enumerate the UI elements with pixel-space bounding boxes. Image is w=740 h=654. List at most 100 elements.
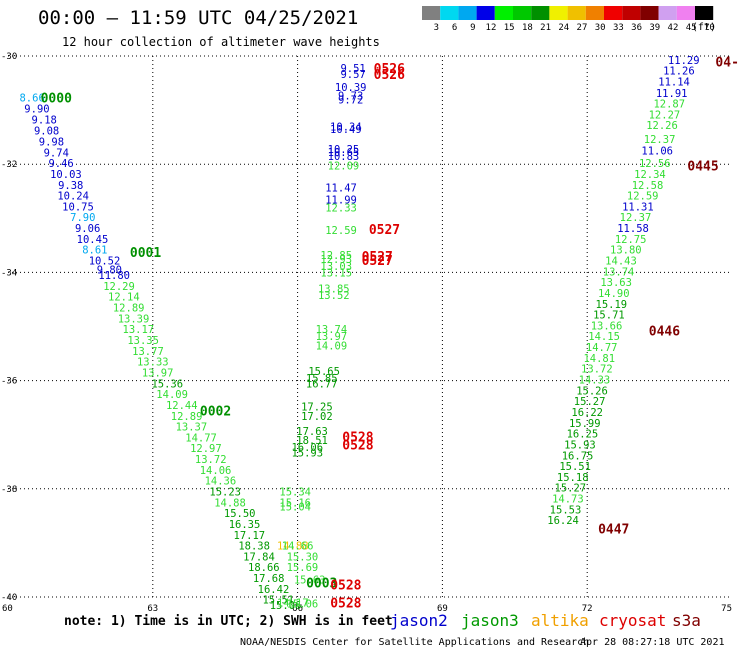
color-swatch-2 xyxy=(458,6,477,20)
wave-height-value: 10.34 xyxy=(330,121,362,133)
wave-height-value: 12.29 xyxy=(103,281,135,293)
wave-height-value: 13.97 xyxy=(142,367,174,379)
wave-height-value: 9.98 xyxy=(39,136,64,148)
grid-lines xyxy=(8,55,732,598)
color-scale-label: 24 xyxy=(558,23,569,33)
wave-height-value: 10.83 xyxy=(328,151,360,163)
legend-entry-jason3: jason3 xyxy=(461,611,519,630)
wave-height-value: 9.06 xyxy=(75,223,100,235)
color-scale-label: 15 xyxy=(504,23,515,33)
footer-note: note: 1) Time is in UTC; 2) SWH is in fe… xyxy=(64,614,393,629)
track-time-label: 0000 xyxy=(41,92,72,107)
track-time-label: 0528 xyxy=(330,596,361,611)
wave-height-value: 11.14 xyxy=(658,76,690,88)
wave-height-value: 7.90 xyxy=(70,212,95,224)
wave-height-value: 15.65 xyxy=(308,366,340,378)
wave-height-value: 14.77 xyxy=(586,342,618,354)
wave-height-value: 15.27 xyxy=(574,396,606,408)
wave-height-value: 9.57 xyxy=(340,69,365,81)
wave-height-value: 11.91 xyxy=(656,88,688,100)
wave-height-value: 15.16 xyxy=(279,497,311,509)
wave-height-value: 16.25 xyxy=(567,429,599,441)
wave-height-value: 12.85 xyxy=(320,250,352,262)
wave-height-value: 12.27 xyxy=(649,109,681,121)
wave-height-value: 13.52 xyxy=(318,290,350,302)
x-tick-label: 69 xyxy=(437,604,448,614)
track-time-label: 0001 xyxy=(130,246,161,261)
wave-height-value: 15.69 xyxy=(287,562,319,574)
wave-height-value: 13.63 xyxy=(600,277,632,289)
wave-height-value: 12.75 xyxy=(615,234,647,246)
wave-height-value: 9.74 xyxy=(44,147,69,159)
color-swatch-10 xyxy=(604,6,623,20)
color-scale-label: 6 xyxy=(452,23,457,33)
color-scale-label: 45 xyxy=(686,23,697,33)
wave-height-value: 12.87 xyxy=(653,99,685,111)
wave-height-value: 12.33 xyxy=(325,202,357,214)
x-tick-label: 72 xyxy=(582,604,593,614)
chart-title: 00:00 – 11:59 UTC 04/25/2021 xyxy=(38,7,358,29)
color-swatch-15 xyxy=(695,6,714,20)
wave-height-value: 10.65 xyxy=(328,147,360,159)
wave-height-value: 11.06 xyxy=(641,146,673,158)
wave-height-value: 18.38 xyxy=(238,541,270,553)
track-time-label: 0003 xyxy=(306,576,337,591)
track-time-label: 0527 xyxy=(362,250,393,265)
wave-height-value: 11.31 xyxy=(622,201,654,213)
wave-height-value: 14.77 xyxy=(185,432,217,444)
footer-credit: NOAA/NESDIS Center for Satellite Applica… xyxy=(240,637,589,648)
wave-height-value: 15.99 xyxy=(569,418,601,430)
color-scale-label: 39 xyxy=(649,23,660,33)
wave-height-value: 13.17 xyxy=(123,324,155,336)
wave-height-value: 12.26 xyxy=(646,120,678,132)
wave-height-value: 15.27 xyxy=(555,483,587,495)
color-swatch-5 xyxy=(513,6,532,20)
wave-height-value: 10.39 xyxy=(335,82,367,94)
color-scale: 3 6 9 12 15 18 21 24 27 30 33 36 39 42 45 70 xyxy=(422,6,715,33)
wave-height-value: 15.34 xyxy=(279,487,311,499)
wave-height-value: 15.18 xyxy=(557,472,589,484)
y-tick-label: -36 xyxy=(1,377,17,387)
wave-height-value: 14.36 xyxy=(205,476,237,488)
wave-height-value: 16.42 xyxy=(258,584,290,596)
wave-height-value: 13.80 xyxy=(610,245,642,257)
wave-height-value: 11.58 xyxy=(617,223,649,235)
color-scale-unit: (ft) xyxy=(692,22,716,33)
wave-height-value: 9.18 xyxy=(32,114,57,126)
wave-height-value: 9.08 xyxy=(34,126,59,138)
wave-height-value: 9.80 xyxy=(97,265,122,277)
color-scale-label: 21 xyxy=(540,23,551,33)
color-swatch-8 xyxy=(567,6,586,20)
wave-height-value: 13.74 xyxy=(316,324,348,336)
wave-height-value: 15.93 xyxy=(564,439,596,451)
wave-height-value: 12.97 xyxy=(190,443,222,455)
wave-height-value: 11.99 xyxy=(325,194,357,206)
wave-height-value: 13.35 xyxy=(127,335,159,347)
color-scale-label: 42 xyxy=(668,23,679,33)
track-time-label: 0528 xyxy=(342,430,373,445)
track-time-label: 0527 xyxy=(369,223,400,238)
wave-height-value: 17.63 xyxy=(296,426,328,438)
track-time-label: 0528 xyxy=(342,438,373,453)
wave-height-value: 11.47 xyxy=(325,182,357,194)
wave-height-value: 10.49 xyxy=(330,124,362,136)
wave-height-value: 14.66 xyxy=(282,541,314,553)
track-time-label: 0526 xyxy=(374,68,405,83)
wave-height-value: 8.61 xyxy=(82,245,107,257)
wave-height-value: 10.25 xyxy=(328,144,360,156)
wave-height-value: 13.97 xyxy=(316,331,348,343)
color-swatch-1 xyxy=(440,6,459,20)
color-swatch-7 xyxy=(549,6,568,20)
color-swatch-3 xyxy=(476,6,495,20)
wave-height-value: 15.71 xyxy=(593,310,625,322)
wave-height-value: 9.51 xyxy=(340,63,365,75)
y-tick-label: -34 xyxy=(1,268,17,278)
wave-height-value: 13.72 xyxy=(581,364,613,376)
wave-height-value: 12.09 xyxy=(328,160,360,172)
wave-height-value: 16.75 xyxy=(562,450,594,462)
wave-height-value: 13.33 xyxy=(137,357,169,369)
wave-height-value: 18.66 xyxy=(248,562,280,574)
